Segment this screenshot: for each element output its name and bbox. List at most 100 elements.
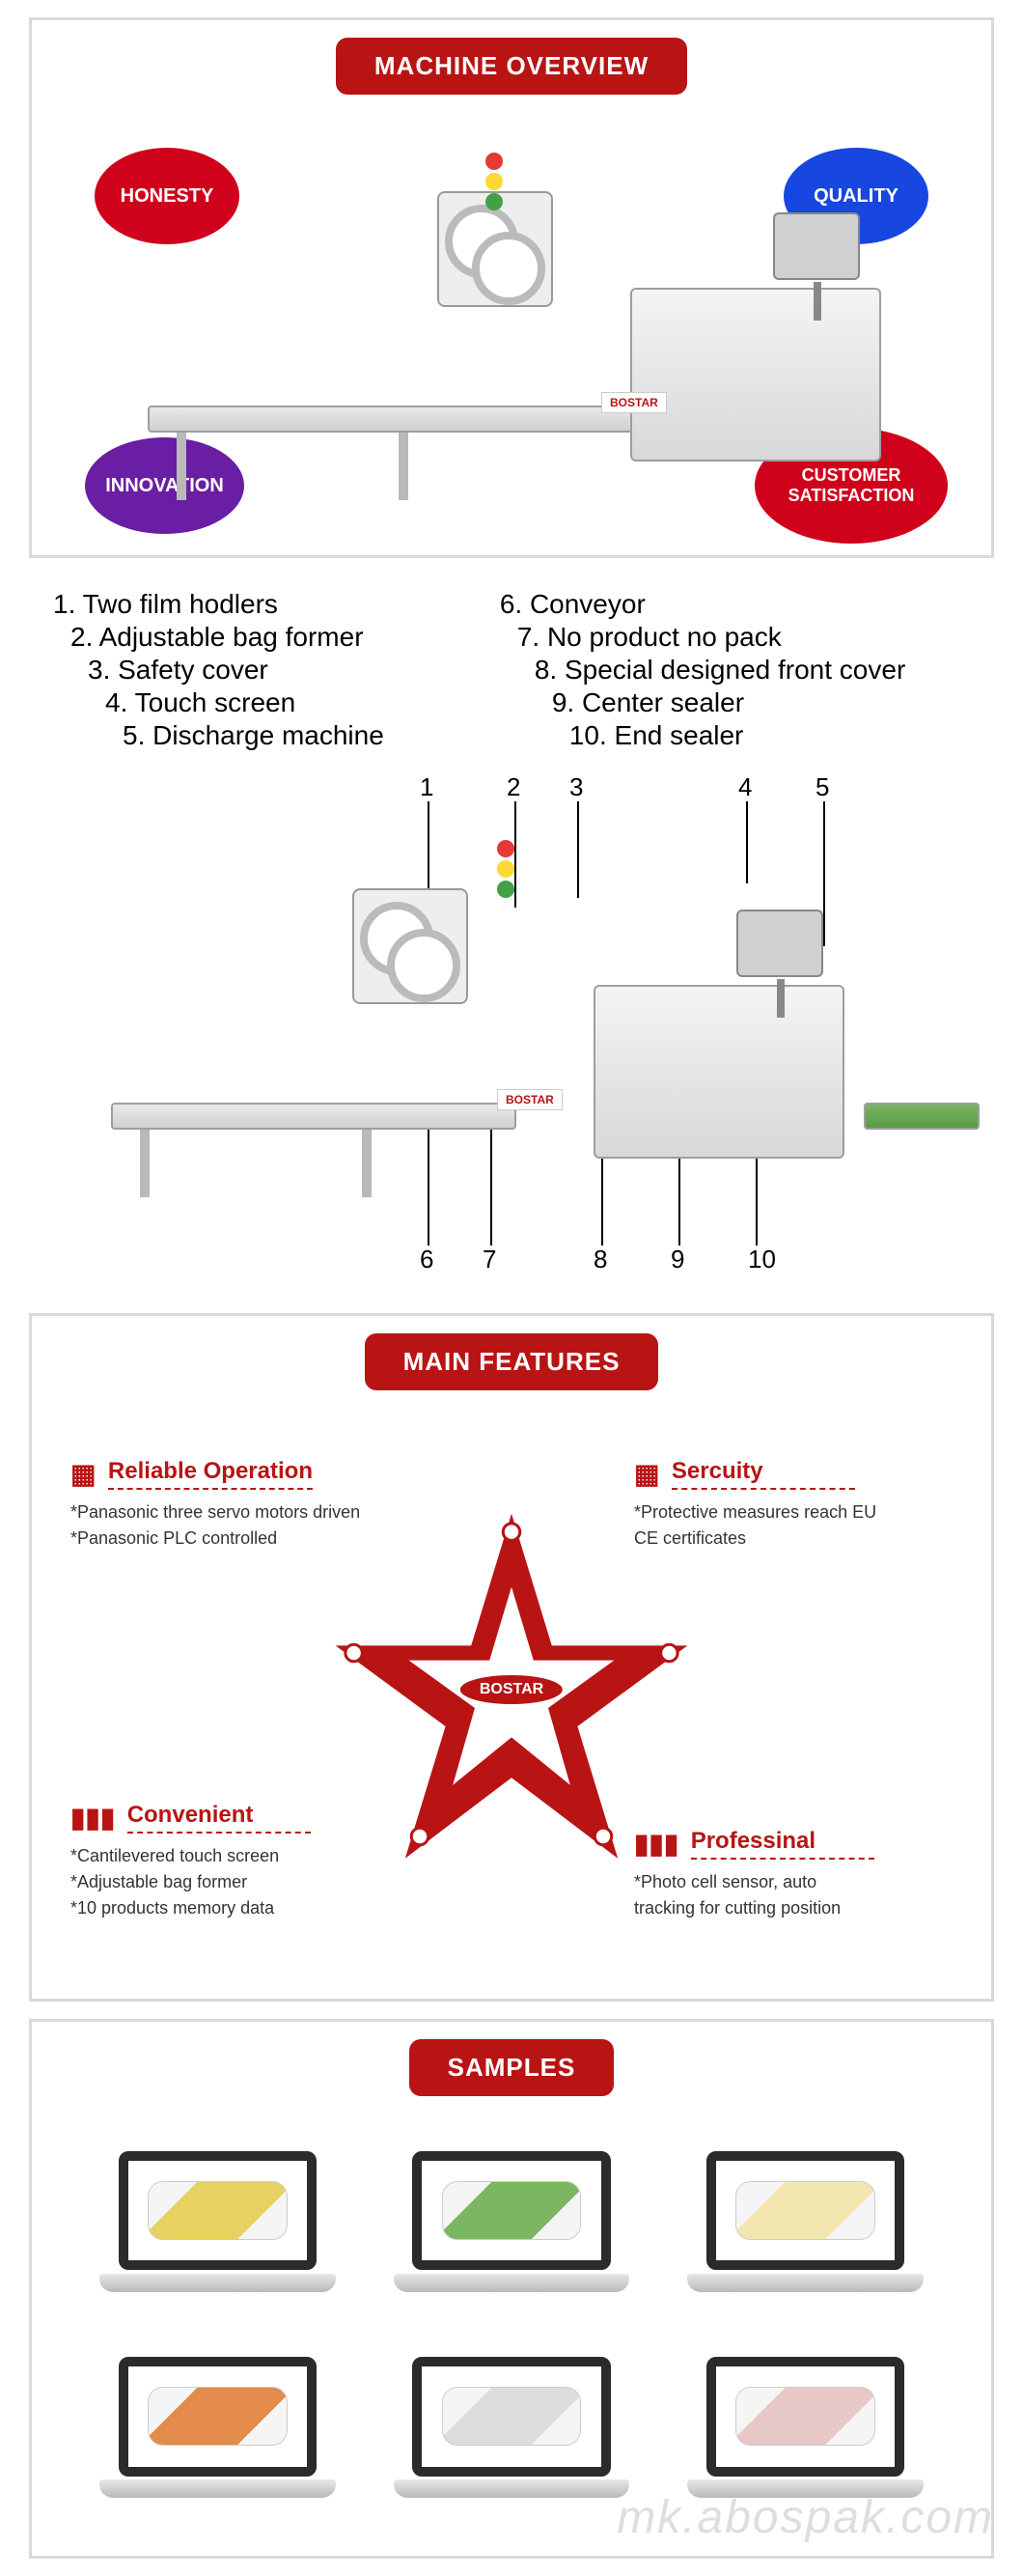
line-4: [746, 801, 748, 883]
feature-convenient-title: Convenient: [127, 1802, 311, 1834]
package-graphic: [735, 2181, 875, 2239]
laptop-base: [99, 2274, 336, 2293]
features-header: MAIN FEATURES: [365, 1333, 659, 1390]
package-graphic: [442, 2181, 582, 2239]
feature-convenient-item-2: *10 products memory data: [70, 1895, 389, 1921]
conveyor-belt-2: [111, 1103, 516, 1130]
features-header-row: MAIN FEATURES: [32, 1333, 991, 1390]
part-5: 5. Discharge machine: [53, 720, 384, 751]
samples-header-row: SAMPLES: [32, 2039, 991, 2096]
part-7: 7. No product no pack: [500, 622, 905, 653]
part-2: 2. Adjustable bag former: [53, 622, 384, 653]
film-rollers-2: [352, 888, 468, 1004]
gift-icon: ▦: [634, 1458, 659, 1490]
line-3: [577, 801, 579, 898]
overview-header: MACHINE OVERVIEW: [336, 38, 687, 95]
machine-body: [630, 288, 881, 462]
sample-item: [687, 2144, 924, 2302]
feature-security-title: Sercuity: [672, 1458, 855, 1490]
feature-convenient-item-1: *Adjustable bag former: [70, 1869, 389, 1895]
light-red: [485, 153, 503, 170]
part-9: 9. Center sealer: [500, 687, 905, 718]
laptop-screen: [119, 2357, 318, 2477]
touch-screen: [773, 212, 860, 280]
sample-item: [687, 2350, 924, 2507]
part-3: 3. Safety cover: [53, 655, 384, 686]
package-graphic: [442, 2387, 582, 2445]
touch-screen-2: [736, 910, 823, 977]
part-6: 6. Conveyor: [500, 589, 905, 620]
sample-item: [99, 2144, 336, 2302]
laptop-screen: [412, 2357, 611, 2477]
samples-header: SAMPLES: [409, 2039, 615, 2096]
feature-security-item-0: *Protective measures reach EU: [634, 1499, 953, 1526]
ann-1: 1: [420, 772, 433, 802]
bars-icon: ▮▮▮: [70, 1802, 115, 1834]
ann-9: 9: [671, 1245, 684, 1274]
part-1: 1. Two film hodlers: [53, 589, 384, 620]
feature-professional: ▮▮▮ Professinal *Photo cell sensor, auto…: [634, 1828, 953, 1921]
sample-item: [394, 2144, 630, 2302]
part-4: 4. Touch screen: [53, 687, 384, 718]
parts-left: 1. Two film hodlers 2. Adjustable bag fo…: [53, 587, 384, 753]
samples-panel: SAMPLES: [29, 2019, 994, 2559]
parts-columns: 1. Two film hodlers 2. Adjustable bag fo…: [53, 587, 970, 753]
laptop-screen: [119, 2151, 318, 2271]
ann-10: 10: [748, 1245, 776, 1274]
feature-professional-title: Professinal: [691, 1828, 874, 1860]
overview-header-row: MACHINE OVERVIEW: [32, 38, 991, 95]
feature-professional-item-0: *Photo cell sensor, auto: [634, 1869, 953, 1895]
feature-security-item-1: CE certificates: [634, 1526, 953, 1552]
line-2: [514, 801, 516, 908]
ann-6: 6: [420, 1245, 433, 1274]
feature-reliable-item-1: *Panasonic PLC controlled: [70, 1526, 389, 1552]
laptop-screen: [412, 2151, 611, 2271]
feature-security-items: *Protective measures reach EU CE certifi…: [634, 1499, 953, 1552]
conveyor-legs-2: [111, 1130, 362, 1197]
laptop-base: [99, 2479, 336, 2499]
sample-item: [394, 2350, 630, 2507]
parts-section: 1. Two film hodlers 2. Adjustable bag fo…: [53, 587, 970, 1274]
laptop-base: [394, 2274, 630, 2293]
gift-icon: ▦: [70, 1458, 96, 1490]
feature-reliable-title: Reliable Operation: [108, 1458, 313, 1490]
light-green: [485, 193, 503, 210]
feature-reliable: ▦ Reliable Operation *Panasonic three se…: [70, 1458, 389, 1552]
parts-right: 6. Conveyor 7. No product no pack 8. Spe…: [500, 587, 905, 753]
laptop-base: [687, 2479, 924, 2499]
light-yellow: [485, 173, 503, 190]
machine-illustration: BOSTAR: [148, 210, 881, 500]
laptop-screen: [706, 2151, 905, 2271]
package-graphic: [148, 2387, 288, 2445]
ann-3: 3: [569, 772, 583, 802]
feature-reliable-item-0: *Panasonic three servo motors driven: [70, 1499, 389, 1526]
laptop-screen: [706, 2357, 905, 2477]
conveyor-legs: [148, 433, 437, 500]
sample-item: [99, 2350, 336, 2507]
brand-tag: BOSTAR: [601, 392, 667, 413]
machine-body-2: [594, 985, 844, 1159]
signal-lights: [485, 153, 503, 213]
ann-2: 2: [507, 772, 520, 802]
part-10: 10. End sealer: [500, 720, 905, 751]
laptop-base: [687, 2274, 924, 2293]
feature-convenient: ▮▮▮ Convenient *Cantilevered touch scree…: [70, 1802, 389, 1921]
feature-professional-items: *Photo cell sensor, auto tracking for cu…: [634, 1869, 953, 1921]
conveyor-belt: [148, 406, 650, 433]
feature-reliable-items: *Panasonic three servo motors driven *Pa…: [70, 1499, 389, 1552]
part-8: 8. Special designed front cover: [500, 655, 905, 686]
star-center-label: BOSTAR: [460, 1675, 563, 1704]
light-yellow-2: [497, 860, 514, 878]
ann-7: 7: [483, 1245, 496, 1274]
ann-5: 5: [816, 772, 829, 802]
brand-tag-2: BOSTAR: [497, 1089, 563, 1110]
feature-convenient-item-0: *Cantilevered touch screen: [70, 1843, 389, 1869]
machine-illustration-annotated: BOSTAR: [111, 908, 922, 1197]
feature-professional-item-1: tracking for cutting position: [634, 1895, 953, 1921]
features-panel: MAIN FEATURES BOSTAR ▦ Reliable Operatio…: [29, 1313, 994, 2002]
samples-grid: [99, 2144, 924, 2507]
package-graphic: [148, 2181, 288, 2239]
features-grid: BOSTAR ▦ Reliable Operation *Panasonic t…: [32, 1419, 991, 1960]
overview-panel: MACHINE OVERVIEW HONESTY QUALITY INNOVAT…: [29, 17, 994, 558]
laptop-base: [394, 2479, 630, 2499]
